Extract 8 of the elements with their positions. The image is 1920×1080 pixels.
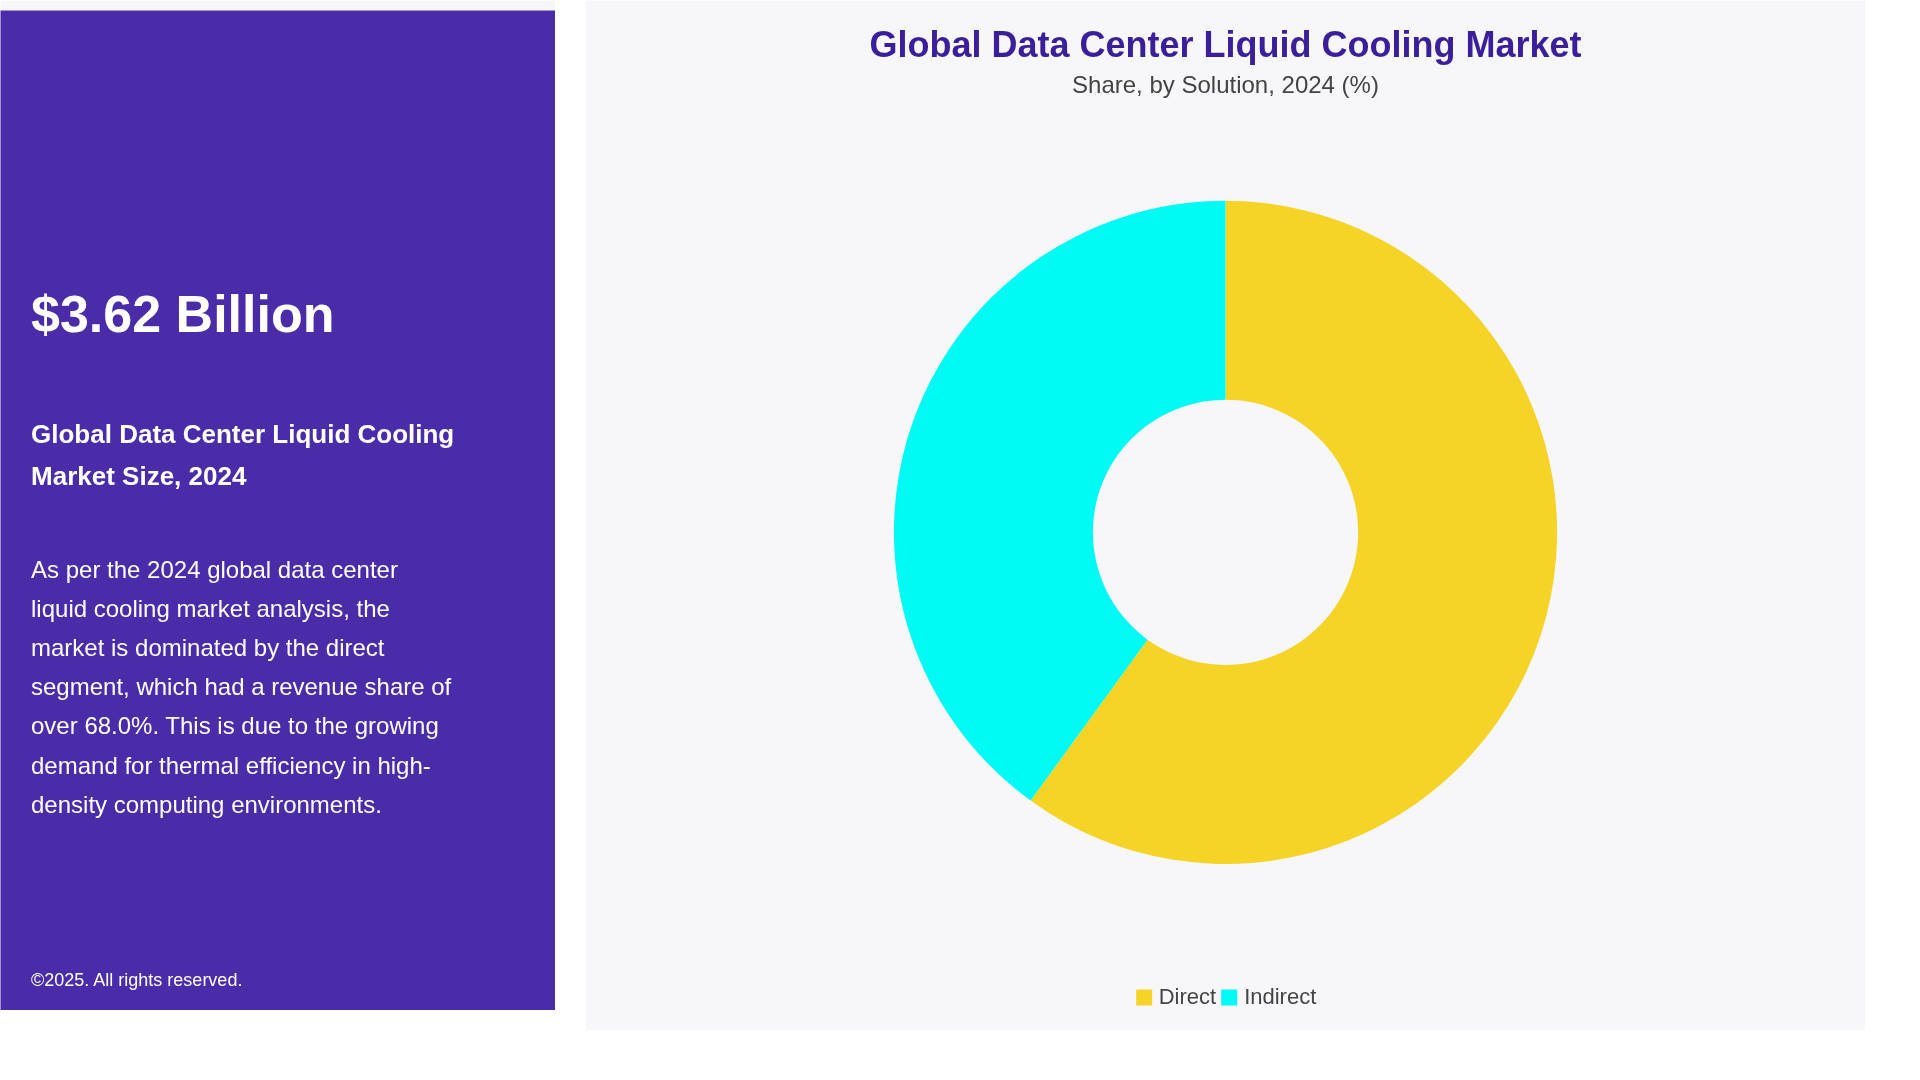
- chart-title: Global Data Center Liquid Cooling Market: [869, 23, 1582, 65]
- text: $3.62 Billion: [31, 284, 335, 343]
- legend-label: Indirect: [1244, 984, 1317, 1010]
- legend-label: Direct: [1158, 984, 1217, 1010]
- text: Global Data Center Liquid Cooling Market Size, 2024: [31, 418, 455, 491]
- text: As per the 2024 global data center liquid cooling market analysis, the market is dominated by the direct segment, which had a revenue share of over 68.0%. This is due to the growing demand for thermal efficiency in high-density computing environments.: [31, 555, 452, 818]
- chart-subtitle: Share, by Solution, 2024 (%): [1072, 71, 1379, 99]
- text: ©2025. All rights reserved.: [31, 970, 243, 991]
